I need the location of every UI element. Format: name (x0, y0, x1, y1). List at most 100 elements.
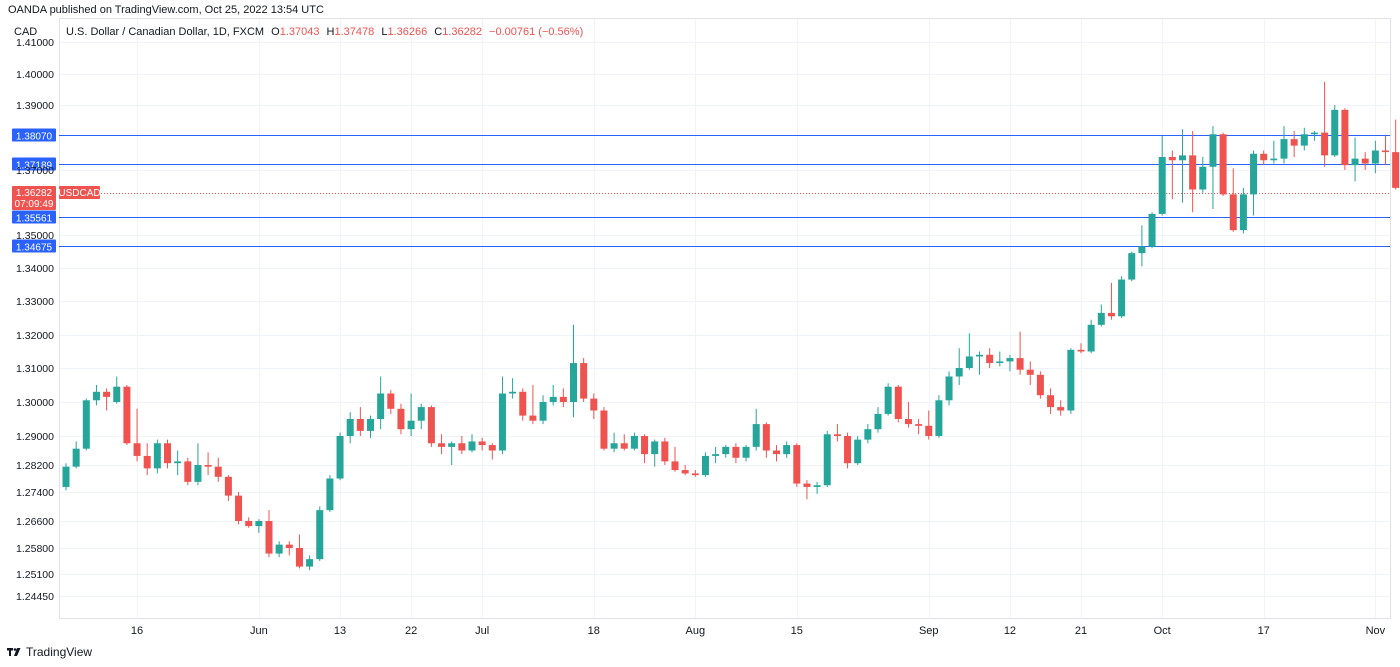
candle (1016, 331, 1024, 375)
candle (884, 383, 892, 416)
last-price-countdown: 07:09:49 (15, 199, 54, 210)
candles (62, 81, 1400, 571)
legend-open-label: O (271, 26, 280, 38)
candle-body (367, 419, 374, 431)
candle-body (1361, 158, 1369, 164)
candle-body (316, 510, 324, 560)
candle-body (1036, 374, 1044, 396)
candle-body (143, 455, 151, 469)
symbol-tag: USDCAD (58, 188, 100, 199)
candle (681, 465, 689, 476)
candle (427, 405, 435, 447)
candle-body (113, 386, 121, 402)
candle-body (915, 424, 923, 426)
candle (1321, 81, 1329, 167)
candle (316, 506, 324, 561)
candle (306, 555, 314, 571)
candle-body (580, 363, 588, 399)
level-badge (12, 128, 56, 142)
candle-body (62, 466, 70, 487)
candle (275, 541, 283, 558)
candle-body (549, 396, 557, 402)
candle-body (671, 461, 679, 471)
candle (783, 441, 791, 458)
candle-body (651, 441, 659, 455)
candle-body (1371, 150, 1379, 164)
candle-body (103, 391, 111, 397)
candle-body (164, 443, 171, 464)
level-label: 1.35561 (16, 214, 53, 225)
candle-body (641, 436, 649, 455)
candle-body (1067, 349, 1075, 411)
tradingview-logo-icon (7, 648, 21, 656)
candle (103, 388, 111, 411)
y-tick-label: 1.27400 (16, 487, 54, 499)
candle-body (255, 521, 263, 527)
candle (1209, 126, 1217, 209)
plot-border (59, 18, 1391, 619)
candle-body (387, 393, 395, 409)
tradingview-brand[interactable]: TradingView (7, 645, 92, 659)
candle-body (610, 443, 618, 449)
candle (1199, 157, 1207, 193)
candle-body (1270, 158, 1278, 161)
candle (1392, 119, 1400, 190)
candle-body (133, 443, 141, 456)
candle-body (1179, 155, 1186, 161)
candle-body (630, 436, 638, 449)
candle (1229, 168, 1237, 232)
candle (438, 434, 446, 455)
legend-change: −0.00761 (−0.56%) (489, 26, 583, 38)
candle-body (803, 483, 811, 487)
level-badge (12, 157, 56, 171)
y-tick-label: 1.24450 (16, 591, 54, 603)
candle-body (1047, 395, 1055, 408)
candle-body (275, 544, 283, 554)
candle (1138, 225, 1146, 267)
candle-body (1341, 109, 1349, 166)
y-tick-label: 1.35000 (16, 230, 54, 242)
candle (570, 324, 577, 418)
candle (1361, 152, 1369, 170)
candle-body (306, 559, 314, 567)
legend-symbol: U.S. Dollar / Canadian Dollar, 1D, FXCM (66, 26, 264, 38)
candle-body (986, 354, 994, 364)
candle (671, 446, 679, 472)
legend: U.S. Dollar / Canadian Dollar, 1D, FXCM … (66, 26, 583, 38)
candle (762, 422, 770, 458)
candle (955, 348, 963, 385)
candle (1310, 131, 1318, 141)
candle (245, 517, 253, 528)
candle-body (1229, 194, 1237, 231)
candle (874, 407, 882, 433)
candle-body (1310, 132, 1318, 135)
y-tick-label: 1.33000 (16, 296, 54, 308)
x-tick-label: 13 (334, 625, 346, 637)
candle-body (1026, 369, 1034, 375)
y-tick-label: 1.32000 (16, 330, 54, 342)
candle-body (691, 473, 699, 476)
candle-body (488, 445, 496, 451)
candle-body (407, 420, 415, 430)
candle (82, 398, 90, 451)
candle (712, 446, 720, 464)
candle (935, 395, 943, 438)
candle-body (894, 386, 902, 419)
candle-body (752, 424, 760, 447)
candle (235, 492, 243, 525)
candle-body (1118, 279, 1126, 317)
candle-body (519, 391, 527, 416)
candle (529, 385, 537, 425)
x-tick-label: Jun (250, 625, 268, 637)
candle-body (458, 443, 466, 451)
candle-body (153, 443, 161, 469)
candle (1341, 108, 1349, 170)
candle-body (397, 408, 405, 430)
x-tick-label: 22 (405, 625, 417, 637)
candle (62, 463, 70, 491)
candle (1097, 304, 1105, 327)
candle (204, 452, 212, 476)
candle-body (448, 443, 456, 447)
candle-body (996, 361, 1004, 364)
